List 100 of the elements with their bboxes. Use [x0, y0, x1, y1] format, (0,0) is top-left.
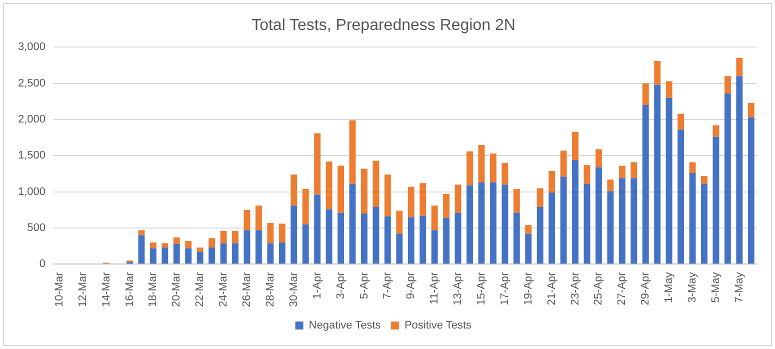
- bar: [278, 224, 286, 242]
- bar: [255, 206, 262, 230]
- bar: [244, 210, 250, 230]
- bar: [513, 188, 520, 213]
- bar: [173, 244, 180, 264]
- bar: [173, 237, 180, 244]
- bar: [748, 117, 754, 264]
- bar: [220, 243, 227, 264]
- bar: [548, 192, 556, 264]
- bar: [314, 194, 321, 264]
- bar: [689, 162, 696, 174]
- bar: [208, 248, 216, 264]
- bar: [654, 60, 661, 85]
- bar: [420, 183, 426, 216]
- bar: [466, 151, 473, 186]
- bar: [490, 154, 496, 182]
- bar: [618, 166, 626, 178]
- bar: [150, 248, 156, 264]
- bar: [384, 216, 391, 264]
- bar: [536, 207, 544, 264]
- bar: [525, 225, 532, 234]
- bar: [290, 174, 298, 206]
- bar: [478, 182, 485, 264]
- bar: [630, 178, 638, 264]
- y-tick-label: 3,000: [18, 41, 46, 54]
- bar: [431, 206, 438, 230]
- bar: [372, 160, 380, 208]
- legend-label: Negative Tests: [308, 320, 382, 332]
- bar: [736, 76, 743, 264]
- bar: [361, 168, 368, 214]
- bar: [138, 230, 145, 236]
- x-tick-label: 25-Apr: [592, 272, 605, 306]
- bar: [642, 83, 649, 106]
- bar: [185, 241, 192, 248]
- x-tick-label: 28-Mar: [264, 272, 276, 307]
- bar: [372, 207, 380, 264]
- bar: [338, 166, 344, 213]
- x-tick-label: 18-Mar: [147, 272, 160, 307]
- bar: [618, 178, 626, 264]
- bar: [666, 81, 672, 98]
- bar: [560, 150, 567, 177]
- x-tick-label: 13-Apr: [452, 272, 464, 306]
- bar: [654, 84, 661, 264]
- bar: [326, 209, 332, 264]
- bar: [701, 176, 708, 184]
- bar: [349, 120, 356, 184]
- bar: [712, 125, 720, 137]
- x-tick-label: 15-Apr: [476, 272, 488, 306]
- bar: [536, 188, 544, 208]
- bar: [572, 160, 578, 264]
- bar: [595, 149, 602, 168]
- bar: [502, 184, 508, 264]
- x-tick-label: 21-Apr: [546, 272, 558, 306]
- x-tick-label: 11-Apr: [428, 272, 441, 304]
- bar: [478, 144, 485, 182]
- bar: [443, 194, 450, 218]
- bar: [232, 230, 238, 244]
- bar: [232, 243, 238, 264]
- x-tick-label: 16-Mar: [124, 272, 136, 307]
- x-tick-label: 27-Apr: [616, 272, 628, 306]
- bar: [490, 182, 496, 264]
- bar: [513, 212, 520, 264]
- bar: [584, 184, 590, 264]
- y-tick-label: 2,500: [18, 77, 46, 90]
- x-tick-label: 30-Mar: [288, 272, 300, 307]
- x-tick-label: 1-May: [663, 272, 676, 303]
- bar: [736, 58, 743, 76]
- bar: [724, 93, 731, 264]
- bar: [607, 180, 614, 192]
- x-tick-label: 10-Mar: [53, 272, 66, 307]
- x-tick-label: 14-Mar: [100, 272, 112, 307]
- y-tick-label: 1,500: [18, 150, 46, 162]
- bar: [185, 248, 192, 264]
- x-tick-label: 24-Mar: [218, 272, 230, 307]
- bar: [314, 133, 321, 195]
- bar: [302, 188, 309, 224]
- x-tick-label: 5-Apr: [358, 272, 370, 300]
- bar: [196, 252, 204, 264]
- bar: [244, 230, 250, 264]
- bar: [278, 242, 286, 264]
- x-tick-label: 7-May: [733, 272, 746, 303]
- bar: [548, 170, 556, 193]
- bar: [584, 165, 590, 184]
- x-tick-label: 26-Mar: [241, 272, 254, 307]
- chart-title: Total Tests, Preparedness Region 2N: [252, 17, 516, 34]
- bar: [748, 102, 754, 118]
- x-tick-label: 7-Apr: [382, 272, 394, 300]
- bar: [208, 238, 216, 248]
- bar: [338, 212, 344, 264]
- bar: [255, 230, 262, 264]
- bar: [525, 234, 532, 264]
- bar: [431, 230, 438, 264]
- bar: [466, 185, 473, 264]
- x-tick-label: 17-Apr: [498, 272, 511, 306]
- bar: [678, 114, 684, 130]
- bar: [724, 76, 731, 94]
- x-tick-label: 22-Mar: [194, 272, 206, 307]
- y-tick-label: 500: [27, 222, 46, 234]
- x-tick-label: 3-Apr: [334, 272, 347, 300]
- y-tick-label: 0: [39, 258, 46, 270]
